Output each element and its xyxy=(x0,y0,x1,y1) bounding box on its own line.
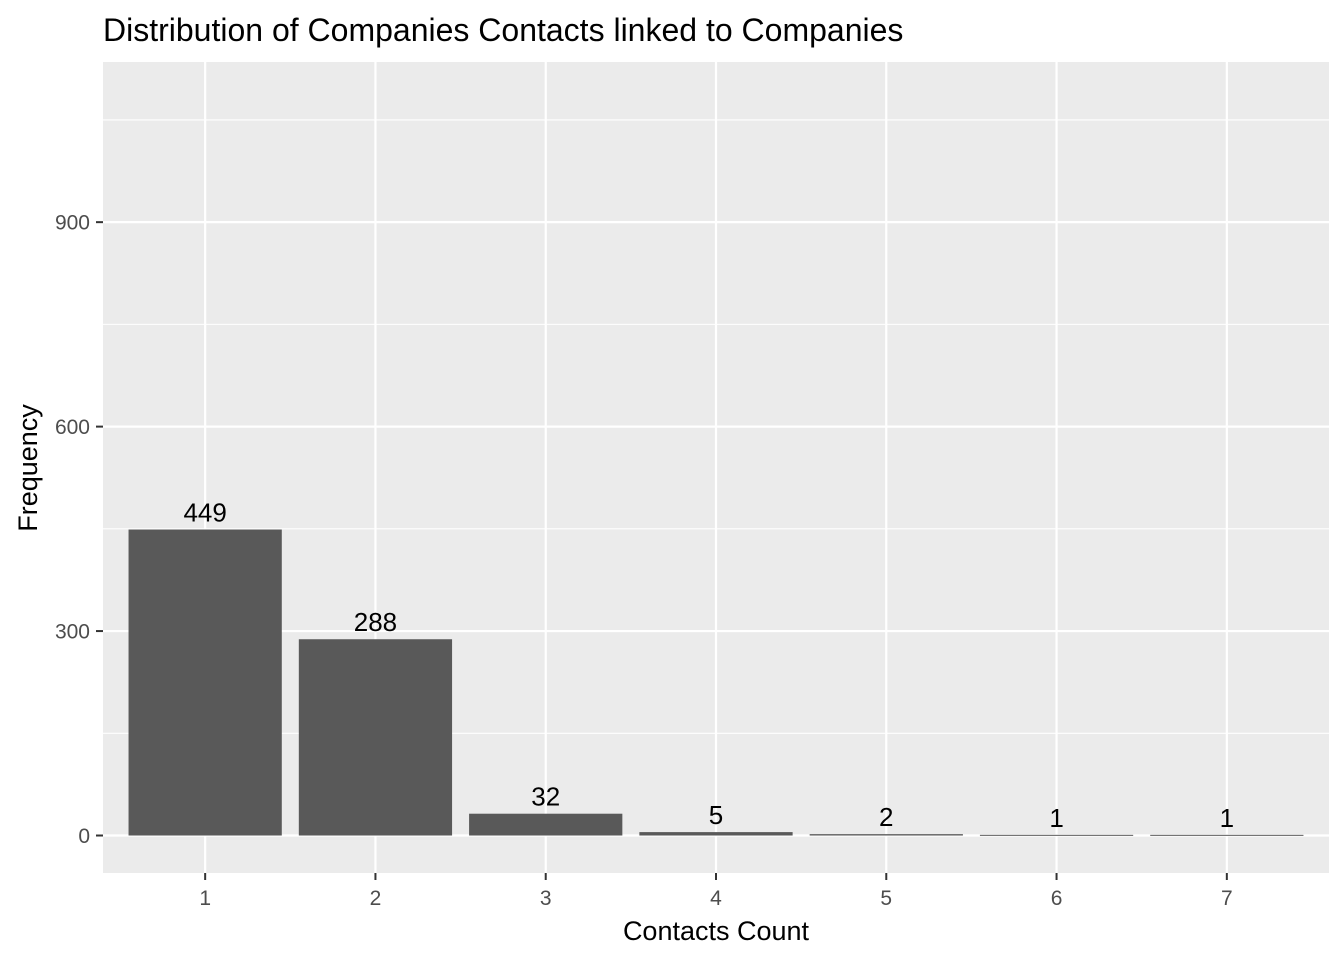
y-tick-label: 300 xyxy=(55,621,90,644)
x-tick-label: 7 xyxy=(1221,887,1233,910)
x-tick-label: 5 xyxy=(880,887,892,910)
y-tick-label: 900 xyxy=(55,212,90,235)
y-tick-label: 0 xyxy=(78,825,90,848)
data-labels: 449 288 32 5 2 1 1 xyxy=(183,498,1234,833)
x-axis-title: Contacts Count xyxy=(623,916,810,946)
data-label-2: 288 xyxy=(354,607,397,637)
bar-1 xyxy=(128,529,282,836)
data-label-1: 449 xyxy=(183,498,226,528)
x-axis: 1 2 3 4 5 6 7 xyxy=(199,873,1233,910)
bar-4 xyxy=(639,832,793,836)
y-axis: 0 300 600 900 xyxy=(55,212,103,848)
x-tick-label: 6 xyxy=(1051,887,1063,910)
bar-6 xyxy=(979,834,1134,836)
y-axis-title: Frequency xyxy=(13,404,43,532)
chart-title: Distribution of Companies Contacts linke… xyxy=(103,12,903,48)
x-tick-label: 1 xyxy=(199,887,211,910)
data-label-3: 32 xyxy=(531,782,560,812)
bar-7 xyxy=(1150,834,1304,836)
x-tick-label: 2 xyxy=(370,887,382,910)
y-tick-label: 600 xyxy=(55,416,90,439)
bar-2 xyxy=(298,639,453,836)
data-label-6: 1 xyxy=(1049,803,1063,833)
data-label-7: 1 xyxy=(1220,803,1234,833)
bar-3 xyxy=(469,813,623,836)
bar-5 xyxy=(809,834,963,836)
x-tick-label: 3 xyxy=(540,887,552,910)
bars xyxy=(128,529,1304,836)
data-label-5: 2 xyxy=(879,802,893,832)
x-tick-label: 4 xyxy=(710,887,722,910)
data-label-4: 5 xyxy=(709,800,723,830)
